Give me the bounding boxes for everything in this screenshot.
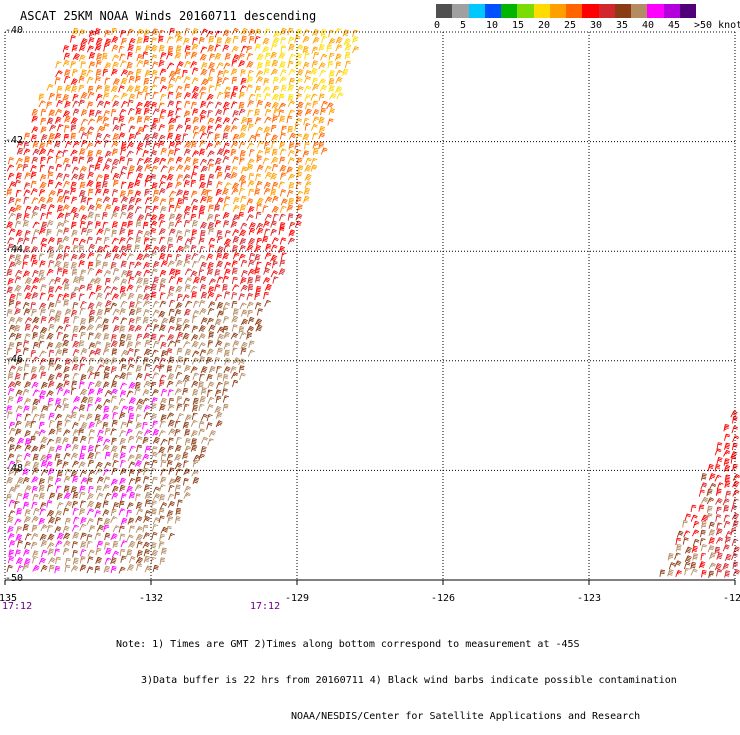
longitude-label: -129 xyxy=(284,593,310,604)
colorbar-label: 0 xyxy=(434,20,441,31)
colorbar-label: 15 xyxy=(512,20,525,31)
east-swath xyxy=(659,410,740,579)
colorbar-segment xyxy=(663,4,680,18)
longitude-label: -126 xyxy=(430,593,456,604)
colorbar-segment xyxy=(549,4,566,18)
latitude-label: -50 xyxy=(5,573,24,584)
colorbar-label: 10 xyxy=(486,20,499,31)
wind-barb-group xyxy=(6,27,302,302)
main-swath xyxy=(6,27,360,574)
lat-lon-grid xyxy=(4,31,736,585)
wind-barb-group xyxy=(6,381,174,574)
colorbar-label: >50 knots xyxy=(694,20,740,31)
colorbar-segment xyxy=(517,4,534,18)
wind-barb-group xyxy=(700,482,740,578)
colorbar-segment xyxy=(468,4,485,18)
longitude-label: -120 xyxy=(722,593,740,604)
colorbar-segment xyxy=(598,4,615,18)
longitude-label: -135 xyxy=(0,593,18,604)
wind-barb-group xyxy=(6,299,272,574)
colorbar-label: 5 xyxy=(460,20,467,31)
longitude-label: -132 xyxy=(138,593,164,604)
latitude-label: -40 xyxy=(5,25,24,36)
colorbar-segment xyxy=(679,4,696,18)
colorbar-segment xyxy=(484,4,501,18)
latitude-label: -48 xyxy=(5,463,24,475)
colorbar-segment xyxy=(631,4,648,18)
latitude-label: -46 xyxy=(5,353,24,365)
wind-barb-group xyxy=(246,27,359,102)
note-line-2: 3)Data buffer is 22 hrs from 20160711 4)… xyxy=(141,675,677,686)
wind-barb-group xyxy=(6,27,334,213)
wind-barb-group xyxy=(38,27,360,213)
colorbar-segment xyxy=(582,4,599,18)
note-line-1: Note: 1) Times are GMT 2)Times along bot… xyxy=(116,639,580,650)
colorbar-segment xyxy=(533,4,550,18)
time-label-center: 17:12 xyxy=(250,601,281,612)
colorbar-segment xyxy=(647,4,664,18)
map-title: ASCAT 25KM NOAA Winds 20160711 descendin… xyxy=(20,9,317,23)
colorbar-label: 30 xyxy=(590,20,603,31)
wind-speed-colorbar xyxy=(436,4,696,18)
notes-block: Note: 1) Times are GMT 2)Times along bot… xyxy=(116,615,677,735)
longitude-label: -123 xyxy=(576,593,602,604)
colorbar-labels: 0 5 10 15 20 25 30 35 40 45 >50 knots xyxy=(434,20,740,34)
colorbar-label: 40 xyxy=(642,20,655,31)
colorbar-segment xyxy=(614,4,631,18)
colorbar-label: 25 xyxy=(564,20,577,31)
wind-barb-group xyxy=(675,410,740,578)
colorbar-segment xyxy=(452,4,469,18)
wind-barb-group xyxy=(659,473,717,579)
colorbar-segment xyxy=(436,4,453,18)
latitude-label: -44 xyxy=(5,244,24,256)
time-label-west: 17:12 xyxy=(2,601,33,612)
colorbar-label: 20 xyxy=(538,20,551,31)
colorbar-segment xyxy=(566,4,583,18)
colorbar-segment xyxy=(501,4,518,18)
wind-barb-group xyxy=(6,205,255,573)
colorbar-label: 45 xyxy=(668,20,681,31)
note-line-3: NOAA/NESDIS/Center for Satellite Applica… xyxy=(291,711,641,722)
wind-barb-layer xyxy=(6,27,740,579)
colorbar-label: 35 xyxy=(616,20,629,31)
wind-barb-group xyxy=(6,99,303,389)
wind-map xyxy=(4,27,740,585)
wind-barb-group xyxy=(667,496,716,577)
latitude-label: -42 xyxy=(5,134,24,146)
